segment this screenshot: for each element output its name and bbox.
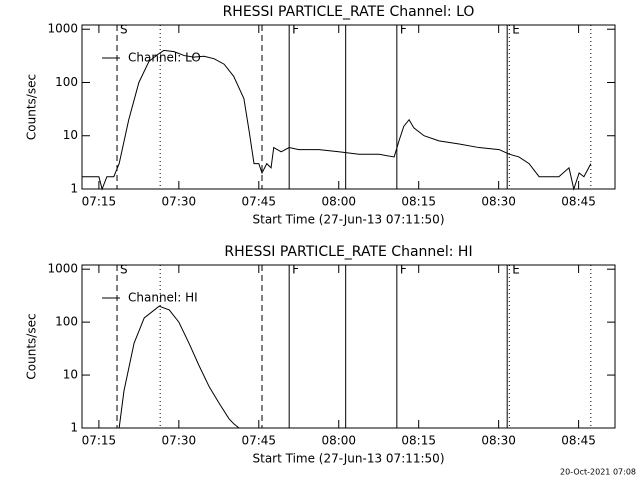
x-tick-label: 08:15 [401, 195, 436, 209]
event-label: F [292, 263, 299, 277]
x-tick-label: 08:30 [481, 195, 516, 209]
data-line [118, 305, 240, 429]
y-tick-label: 100 [55, 315, 78, 329]
x-tick-label: 08:15 [401, 434, 436, 448]
y-axis-label: Counts/sec [25, 313, 39, 379]
legend-label: Channel: LO [128, 51, 201, 65]
timestamp: 20-Oct-2021 07:08 [560, 468, 636, 477]
x-tick-label: 07:45 [241, 195, 276, 209]
x-tick-label: 08:45 [561, 434, 596, 448]
x-tick-label: 07:15 [82, 195, 117, 209]
y-tick-label: 100 [55, 75, 78, 89]
x-tick-label: 08:00 [321, 195, 356, 209]
x-tick-label: 08:45 [561, 195, 596, 209]
event-label: E [512, 23, 520, 37]
y-tick-label: 1000 [47, 22, 78, 36]
plot-frame [81, 264, 616, 429]
x-tick-label: 07:45 [241, 434, 276, 448]
x-tick-label: 08:00 [321, 434, 356, 448]
x-axis-label: Start Time (27-Jun-13 07:11:50) [253, 452, 445, 466]
y-axis-label: Counts/sec [25, 74, 39, 140]
x-tick-label: 07:30 [162, 434, 197, 448]
chart-title: RHESSI PARTICLE_RATE Channel: HI [224, 244, 472, 260]
chart-title: RHESSI PARTICLE_RATE Channel: LO [223, 4, 475, 20]
y-tick-label: 1 [70, 421, 78, 435]
x-tick-label: 08:30 [481, 434, 516, 448]
y-tick-label: 1 [70, 182, 78, 196]
event-label: F [292, 23, 299, 37]
y-tick-label: 1000 [47, 262, 78, 276]
plot-frame [81, 24, 616, 190]
event-label: E [512, 263, 520, 277]
event-label: F [400, 23, 407, 37]
x-tick-label: 07:15 [82, 434, 117, 448]
y-tick-label: 10 [63, 368, 78, 382]
legend-label: Channel: HI [128, 291, 198, 305]
x-axis-label: Start Time (27-Jun-13 07:11:50) [253, 213, 445, 227]
event-label: F [400, 263, 407, 277]
event-label: S [120, 263, 128, 277]
y-tick-label: 10 [63, 128, 78, 142]
x-tick-label: 07:30 [162, 195, 197, 209]
event-label: S [120, 23, 128, 37]
data-line [82, 49, 592, 191]
